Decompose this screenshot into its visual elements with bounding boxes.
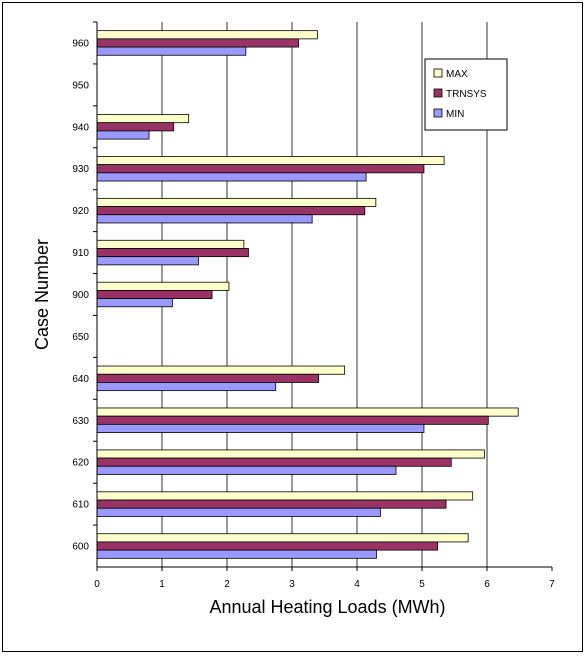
bar-min-920 [96, 214, 313, 224]
x-tick-label-0: 0 [94, 579, 100, 590]
x-tick-label-6: 6 [484, 579, 490, 590]
axes [93, 21, 553, 571]
y-tick-label-930: 930 [72, 164, 89, 175]
bar-max-910 [96, 239, 245, 249]
x-tick-label-3: 3 [289, 579, 295, 590]
legend-label-max: MAX [446, 69, 468, 80]
bar-trnsys-640 [96, 373, 320, 383]
bar-trnsys-630 [96, 415, 489, 425]
y-tick-label-600: 600 [72, 542, 89, 553]
bar-trnsys-620 [96, 457, 452, 467]
bar-min-620 [96, 465, 397, 475]
legend-label-min: MIN [446, 109, 464, 120]
bar-min-930 [96, 172, 367, 182]
legend: MAX TRNSYS MIN [424, 58, 508, 131]
bar-trnsys-920 [96, 206, 366, 216]
bar-min-910 [96, 256, 199, 266]
y-tick-label-630: 630 [72, 416, 89, 427]
y-tick-label-910: 910 [72, 248, 89, 259]
bar-trnsys-900 [96, 289, 213, 299]
y-tick-label-940: 940 [72, 122, 89, 133]
bar-max-960 [96, 30, 318, 40]
tick-labels: 600 610 620 630 640 650 900 910 920 930 940 950 960 0… [72, 38, 555, 590]
x-tick-label-1: 1 [159, 579, 165, 590]
y-axis-title: Case Number [32, 239, 52, 350]
legend-swatch-max [433, 68, 443, 78]
bar-min-940 [96, 130, 150, 140]
bar-max-930 [96, 156, 445, 166]
bar-trnsys-610 [96, 499, 447, 509]
bar-max-620 [96, 449, 485, 459]
y-tick-label-960: 960 [72, 38, 89, 49]
bar-min-600 [96, 549, 377, 559]
bar-max-940 [96, 114, 190, 124]
y-tick-label-640: 640 [72, 374, 89, 385]
bar-trnsys-940 [96, 122, 175, 132]
x-tick-label-5: 5 [419, 579, 425, 590]
y-tick-label-610: 610 [72, 500, 89, 511]
x-tick-label-2: 2 [224, 579, 230, 590]
gridlines [161, 22, 488, 567]
bar-min-610 [96, 507, 381, 517]
bar-trnsys-910 [96, 248, 249, 258]
bar-min-960 [96, 46, 247, 56]
bar-min-640 [96, 382, 277, 392]
bar-trnsys-930 [96, 164, 425, 174]
x-axis-title: Annual Heating Loads (MWh) [209, 597, 445, 617]
bar-max-920 [96, 197, 377, 207]
y-tick-label-920: 920 [72, 206, 89, 217]
legend-swatch-min [433, 108, 443, 118]
legend-swatch-trnsys [433, 88, 443, 98]
x-tick-label-4: 4 [354, 579, 360, 590]
bar-max-900 [96, 281, 230, 291]
bar-min-630 [96, 423, 425, 433]
bar-trnsys-960 [96, 38, 299, 48]
bar-min-900 [96, 298, 173, 308]
bar-max-630 [96, 407, 519, 417]
x-tick-label-7: 7 [549, 579, 555, 590]
bar-trnsys-600 [96, 541, 439, 551]
y-tick-label-620: 620 [72, 458, 89, 469]
bar-max-640 [96, 365, 346, 375]
y-tick-label-900: 900 [72, 290, 89, 301]
bar-max-610 [96, 491, 474, 501]
legend-label-trnsys: TRNSYS [446, 89, 487, 100]
bar-max-600 [96, 533, 469, 543]
y-tick-label-950: 950 [72, 80, 89, 91]
y-tick-label-650: 650 [72, 332, 89, 343]
